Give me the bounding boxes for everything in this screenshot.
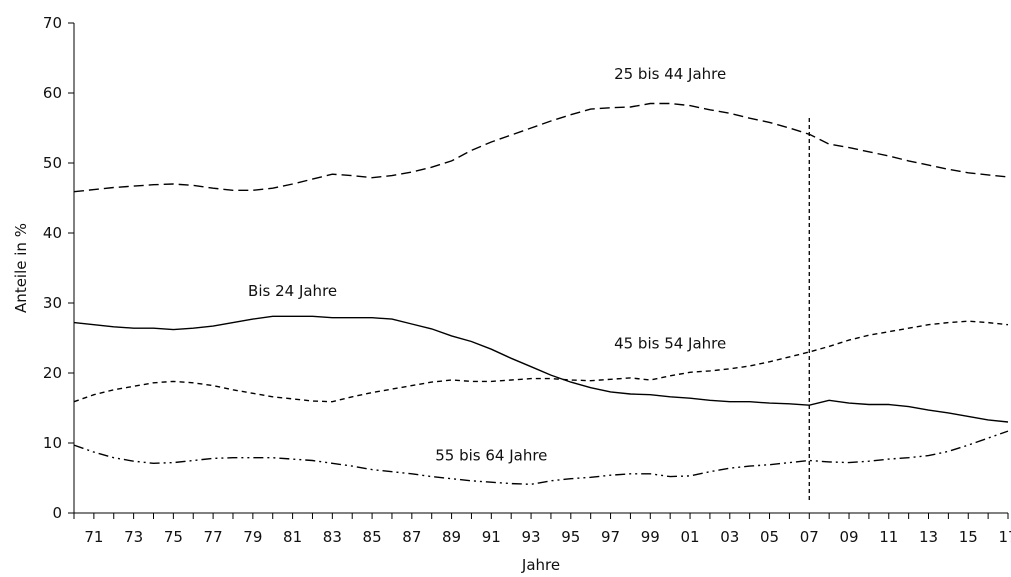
- series-group: [73, 102, 1009, 486]
- x-tick-label: 07: [800, 528, 819, 546]
- x-tick-label: 13: [919, 528, 938, 546]
- x-tick-label: 93: [522, 528, 541, 546]
- y-axis-ticks: 0 10 20 30 40 50 60 70: [43, 14, 74, 522]
- series-labels: 25 bis 44 Jahre Bis 24 Jahre 45 bis 54 Jah…: [248, 65, 726, 465]
- x-tick-label: 09: [839, 528, 858, 546]
- x-tick-label: 01: [680, 528, 699, 546]
- x-tick-label: 85: [363, 528, 382, 546]
- series-label-2: Bis 24 Jahre: [248, 282, 337, 300]
- series-label-1: 25 bis 44 Jahre: [614, 65, 726, 83]
- x-tick-label: 03: [720, 528, 739, 546]
- y-axis-title: Anteile in %: [12, 223, 30, 313]
- series-label-3: 45 bis 54 Jahre: [614, 335, 726, 353]
- series-line-3: [73, 320, 1009, 403]
- x-tick-label: 11: [879, 528, 898, 546]
- x-axis-ticks: 71 73 75 77 79 81 83 85 87 89 91 93 95 97 99 01 03 05 07 09…: [73, 513, 1011, 546]
- x-tick-label: 17: [998, 528, 1011, 546]
- x-tick-label: 87: [402, 528, 421, 546]
- x-tick-label: 79: [243, 528, 262, 546]
- y-tick-label: 60: [43, 84, 62, 102]
- x-tick-label: 83: [323, 528, 342, 546]
- y-tick-label: 0: [52, 504, 62, 522]
- x-tick-label: 99: [641, 528, 660, 546]
- x-tick-label: 97: [601, 528, 620, 546]
- y-tick-label: 40: [43, 224, 62, 242]
- x-tick-label: 95: [561, 528, 580, 546]
- series-line-4: [73, 430, 1009, 486]
- x-tick-label: 91: [482, 528, 501, 546]
- y-tick-label: 20: [43, 364, 62, 382]
- x-tick-label: 71: [84, 528, 103, 546]
- x-tick-label: 05: [760, 528, 779, 546]
- x-tick-label: 81: [283, 528, 302, 546]
- x-axis-title: Jahre: [521, 556, 560, 574]
- y-tick-label: 70: [43, 14, 62, 32]
- series-line-1: [73, 102, 1009, 193]
- y-tick-label: 50: [43, 154, 62, 172]
- x-tick-label: 73: [124, 528, 143, 546]
- x-tick-label: 89: [442, 528, 461, 546]
- y-tick-label: 10: [43, 434, 62, 452]
- series-label-4: 55 bis 64 Jahre: [435, 447, 547, 465]
- y-tick-label: 30: [43, 294, 62, 312]
- series-line-2: [73, 315, 1009, 423]
- x-tick-label: 15: [959, 528, 978, 546]
- x-tick-label: 77: [204, 528, 223, 546]
- x-tick-label: 75: [164, 528, 183, 546]
